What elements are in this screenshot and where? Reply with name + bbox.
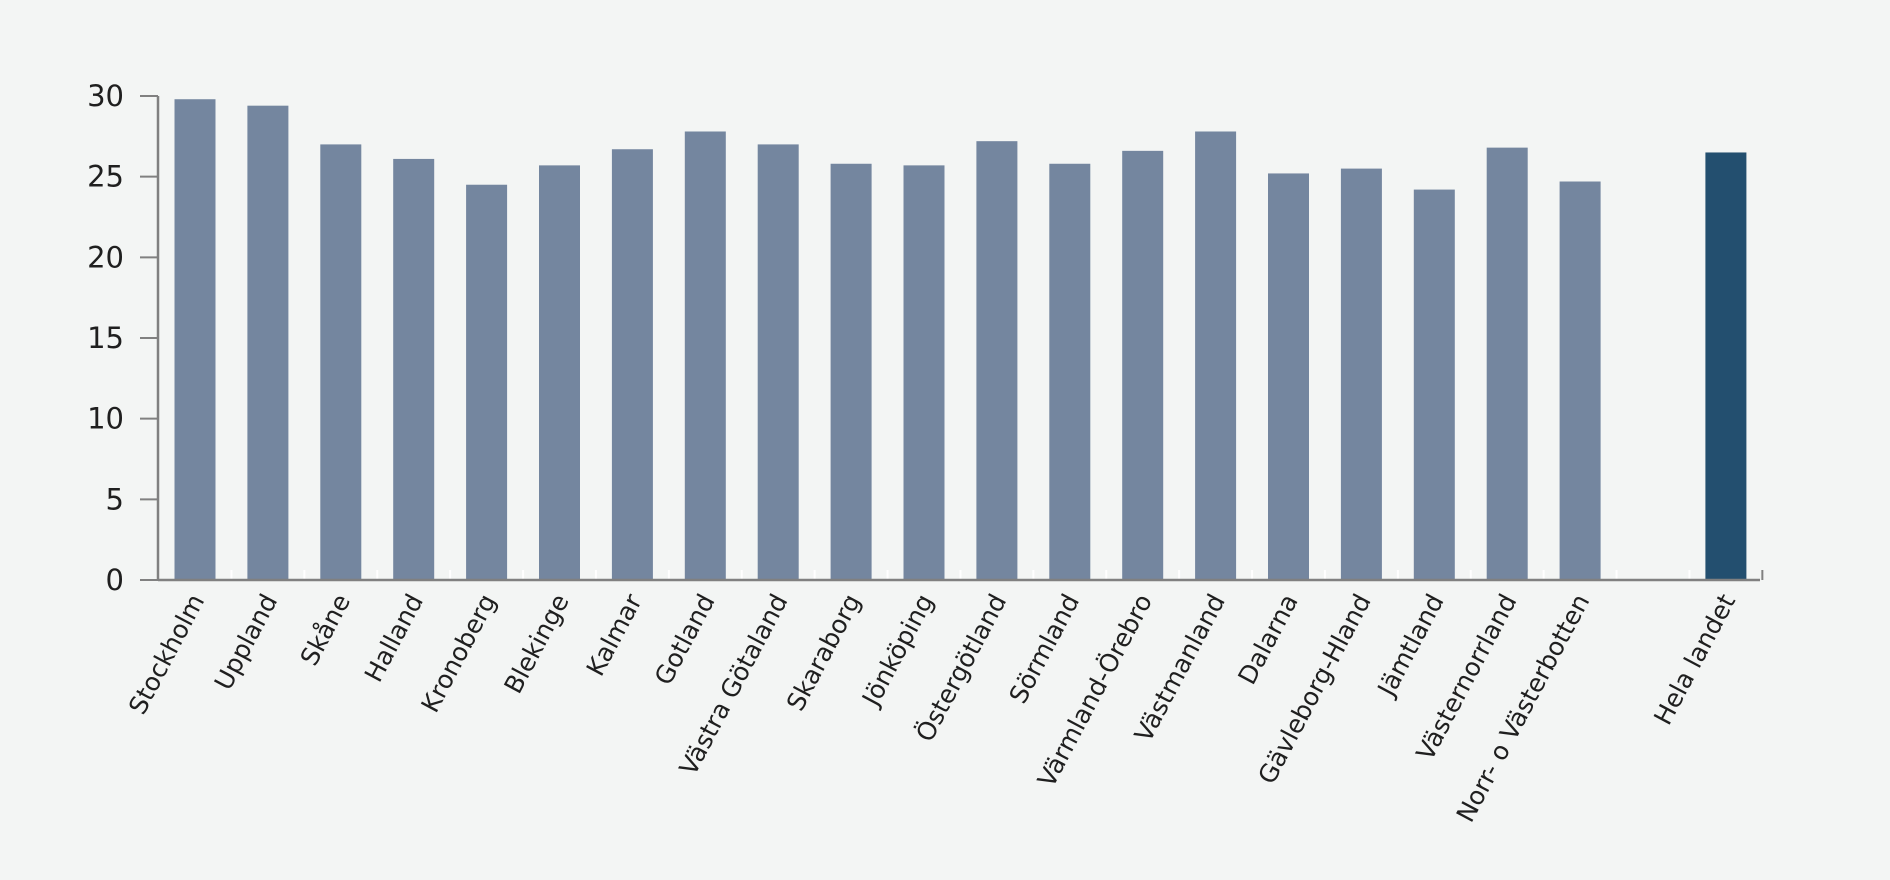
bar-västra-götaland xyxy=(757,144,799,580)
x-tick-label: Sörmland xyxy=(1003,589,1085,708)
bar-jönköping xyxy=(903,165,945,580)
y-tick-label: 15 xyxy=(87,321,124,355)
x-tick-label: Jämtland xyxy=(1371,589,1450,702)
x-tick-label: Uppland xyxy=(209,589,283,694)
x-tick-label: Gotland xyxy=(649,589,721,690)
x-tick-label: Norr- o Västerbotten xyxy=(1451,589,1596,827)
bar-stockholm xyxy=(174,99,216,580)
x-tick-label: Dalarna xyxy=(1232,589,1304,689)
bar-sörmland xyxy=(1049,163,1091,580)
y-tick-label: 25 xyxy=(87,160,124,194)
bar-dalarna xyxy=(1268,173,1309,580)
x-tick-label: Blekinge xyxy=(498,589,574,698)
x-tick-label: Skåne xyxy=(295,589,356,670)
bar-kalmar xyxy=(611,149,653,581)
bar-uppland xyxy=(247,105,289,581)
x-tick-label: Kronoberg xyxy=(415,589,501,717)
bars-group xyxy=(157,99,1764,581)
bar-skåne xyxy=(320,144,362,580)
y-tick-label: 0 xyxy=(106,563,124,597)
bar-västernorrland xyxy=(1486,147,1528,581)
x-tick-label: Stockholm xyxy=(123,589,210,719)
x-tick-label: Skaraborg xyxy=(781,589,867,715)
x-tick-label: Halland xyxy=(359,589,429,687)
bar-västmanland xyxy=(1195,131,1237,580)
x-tick-label: Hela landet xyxy=(1648,589,1741,730)
y-axis: 0 5 10 15 20 25 30 xyxy=(87,79,158,597)
x-tick-label: Kalmar xyxy=(581,589,648,681)
bar-gävleborg-hland xyxy=(1340,168,1382,580)
bar-hela-landet xyxy=(1705,152,1747,580)
bar-östergötland xyxy=(976,141,1018,580)
bar-gotland xyxy=(684,131,726,580)
bar-norr-o-västerbotten xyxy=(1559,181,1601,581)
bar-värmland-örebro xyxy=(1122,150,1164,580)
bar-kronoberg xyxy=(466,184,508,580)
y-tick-label: 20 xyxy=(87,240,124,274)
y-tick-label: 5 xyxy=(106,482,124,516)
bar-blekinge xyxy=(539,165,580,580)
y-tick-label: 10 xyxy=(87,402,124,436)
x-tick-label: Jönköping xyxy=(856,589,940,712)
bar-halland xyxy=(393,158,435,581)
y-tick-label: 30 xyxy=(87,79,124,113)
bar-jämtland xyxy=(1413,189,1455,580)
bar-skaraborg xyxy=(830,163,872,580)
